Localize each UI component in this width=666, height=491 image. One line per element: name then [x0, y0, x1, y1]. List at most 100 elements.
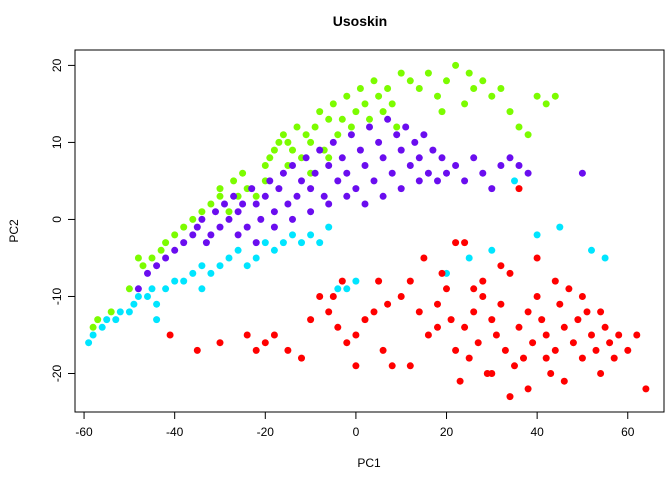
data-point — [578, 293, 586, 300]
chart-title: Usoskin — [333, 13, 387, 29]
data-point — [162, 254, 170, 262]
data-point — [252, 192, 260, 200]
data-point — [275, 185, 283, 193]
data-point — [438, 108, 446, 116]
y-tick-label: -10 — [50, 287, 64, 305]
data-point — [270, 246, 278, 254]
data-point — [488, 92, 496, 100]
data-point — [307, 138, 315, 146]
data-point — [352, 331, 360, 339]
plot-frame — [74, 49, 665, 413]
data-point — [470, 285, 478, 293]
data-point — [270, 208, 278, 216]
data-point — [193, 346, 201, 354]
data-point — [270, 146, 278, 154]
data-point — [429, 146, 437, 154]
x-tick-label: 20 — [440, 425, 454, 439]
data-point — [488, 246, 496, 254]
data-point — [366, 115, 373, 123]
data-point — [307, 185, 315, 193]
data-point — [438, 269, 446, 277]
data-point — [434, 177, 441, 185]
data-point — [488, 185, 496, 193]
data-point — [212, 208, 219, 216]
data-point — [293, 192, 301, 200]
y-tick-label: 10 — [50, 135, 64, 149]
data-point — [506, 393, 514, 401]
data-point — [370, 77, 378, 85]
data-point — [465, 254, 473, 262]
data-point — [569, 339, 577, 347]
data-point — [479, 293, 487, 300]
data-point — [597, 308, 605, 316]
data-point — [424, 69, 432, 77]
data-point — [379, 346, 387, 354]
data-point — [542, 354, 550, 362]
data-point — [529, 339, 537, 347]
data-point — [375, 138, 383, 146]
data-point — [565, 285, 573, 293]
data-point — [261, 339, 269, 347]
data-point — [180, 277, 188, 285]
data-point — [578, 354, 586, 362]
x-tick-label: -40 — [166, 425, 184, 439]
data-point — [515, 123, 523, 131]
data-point — [316, 146, 324, 154]
data-point — [125, 308, 133, 316]
data-point — [406, 362, 414, 370]
data-point — [171, 246, 179, 254]
data-point — [316, 239, 324, 247]
data-point — [162, 239, 170, 247]
data-point — [216, 262, 224, 270]
data-point — [325, 162, 333, 169]
x-tick-label: 0 — [353, 425, 360, 439]
data-point — [343, 192, 351, 200]
data-point — [583, 308, 591, 316]
x-axis: -60 -40 -20 0 20 40 60 — [75, 411, 635, 439]
data-point — [270, 331, 278, 339]
data-point — [343, 285, 351, 293]
data-point — [166, 331, 174, 339]
data-point — [221, 200, 228, 208]
data-point — [216, 185, 224, 193]
data-point — [461, 100, 469, 108]
data-point — [302, 154, 310, 162]
data-point — [347, 131, 355, 139]
data-point — [325, 223, 333, 231]
data-point — [139, 262, 147, 270]
data-point — [601, 254, 609, 262]
data-point — [601, 323, 609, 331]
data-point — [193, 223, 201, 231]
data-point — [307, 208, 315, 216]
data-point — [325, 154, 333, 162]
data-point — [379, 154, 387, 162]
data-point — [511, 362, 518, 370]
x-tick-label: 40 — [530, 425, 544, 439]
y-tick-label: 0 — [50, 216, 64, 223]
data-point — [334, 323, 342, 331]
data-point — [479, 277, 487, 285]
data-point — [207, 200, 215, 208]
x-tick-label: -60 — [75, 425, 93, 439]
data-point — [424, 331, 432, 339]
data-point — [556, 300, 564, 308]
data-point — [289, 162, 296, 169]
data-point — [515, 185, 523, 193]
data-point — [284, 138, 292, 146]
data-point — [329, 293, 337, 300]
data-point — [125, 285, 133, 293]
data-point — [406, 277, 414, 285]
data-point — [343, 92, 351, 100]
data-point — [379, 108, 387, 116]
data-point — [397, 185, 405, 193]
data-point — [243, 331, 251, 339]
data-point — [248, 185, 256, 193]
data-point — [551, 277, 559, 285]
data-point — [148, 285, 156, 293]
data-point — [533, 293, 541, 300]
data-point — [134, 293, 142, 300]
data-point — [266, 177, 274, 185]
data-point — [352, 108, 360, 116]
data-point — [325, 115, 333, 123]
